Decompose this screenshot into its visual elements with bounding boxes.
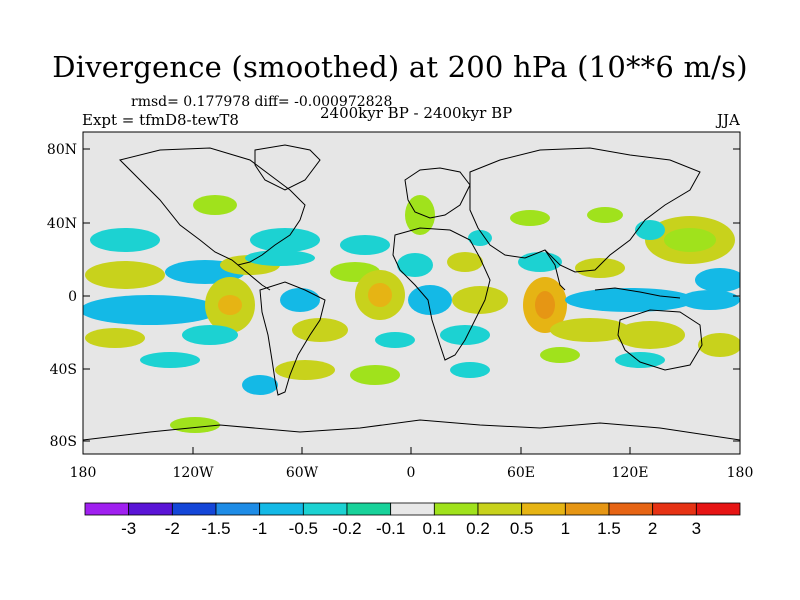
colorbar-swatch — [84, 502, 130, 516]
colorbar-label: 0.1 — [423, 519, 447, 538]
colorbar-label: -0.1 — [376, 519, 405, 538]
period-label: 2400kyr BP - 2400kyr BP — [320, 104, 513, 122]
colorbar — [84, 502, 741, 516]
divergence-contours — [83, 195, 740, 433]
colorbar-swatch — [259, 502, 304, 516]
colorbar-swatch — [215, 502, 261, 516]
colorbar-swatch — [608, 502, 654, 516]
colorbar-swatch — [171, 502, 217, 516]
coastlines — [83, 144, 740, 441]
season-label: JJA — [717, 111, 740, 129]
lat-label-40s: 40S — [50, 362, 77, 378]
colorbar-labels: -3 -2 -1.5 -1 -0.5 -0.2 -0.1 0.1 0.2 0.5 1 1.5 2 3 — [121, 519, 701, 538]
lon-label-0: 0 — [407, 465, 416, 481]
colorbar-label: 1.5 — [597, 519, 621, 538]
lon-label-120w: 120W — [172, 465, 214, 481]
colorbar-label: -0.2 — [332, 519, 361, 538]
colorbar-swatch — [652, 502, 697, 516]
colorbar-swatch — [477, 502, 523, 516]
lon-label-120e: 120E — [612, 465, 649, 481]
colorbar-label: -3 — [121, 519, 136, 538]
colorbar-label: -2 — [165, 519, 180, 538]
lat-label-80n: 80N — [47, 142, 77, 158]
colorbar-label: -0.5 — [289, 519, 318, 538]
experiment-label: Expt = tfmD8-tewT8 — [82, 111, 239, 129]
lat-label-80s: 80S — [50, 434, 77, 450]
rmsd-diff-label: rmsd= 0.177978 diff= -0.000972828 — [131, 94, 393, 110]
colorbar-swatch — [521, 502, 566, 516]
lat-label-0: 0 — [68, 289, 77, 305]
lon-label-180w: 180 — [70, 465, 97, 481]
colorbar-swatch — [564, 502, 610, 516]
lon-label-60w: 60W — [286, 465, 319, 481]
colorbar-label: 2 — [648, 519, 657, 538]
lat-tick-labels: 80N 40N 0 40S 80S — [47, 142, 77, 450]
colorbar-swatch — [128, 502, 173, 516]
colorbar-swatch — [302, 502, 348, 516]
colorbar-swatch — [390, 502, 435, 516]
colorbar-label: -1 — [252, 519, 267, 538]
lat-label-40n: 40N — [47, 216, 77, 232]
colorbar-swatch — [695, 502, 741, 516]
colorbar-label: 0.2 — [466, 519, 490, 538]
lat-tick-marks — [83, 148, 740, 442]
lon-tick-marks — [192, 447, 631, 454]
lon-label-180e: 180 — [727, 465, 754, 481]
colorbar-label: -1.5 — [201, 519, 230, 538]
colorbar-swatch — [346, 502, 392, 516]
colorbar-swatch — [433, 502, 479, 516]
colorbar-label: 1 — [561, 519, 570, 538]
map-title: Divergence (smoothed) at 200 hPa (10**6 … — [52, 50, 748, 84]
colorbar-label: 3 — [692, 519, 701, 538]
colorbar-label: 0.5 — [510, 519, 534, 538]
lon-label-60e: 60E — [507, 465, 535, 481]
lon-tick-labels: 180 120W 60W 0 60E 120E 180 — [70, 465, 754, 481]
